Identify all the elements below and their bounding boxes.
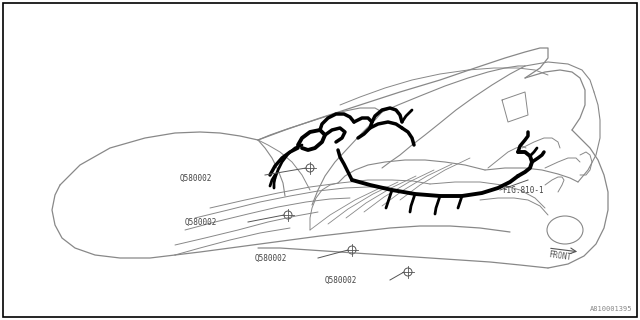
Text: Q580002: Q580002 (325, 276, 357, 284)
Text: FIG.810-1: FIG.810-1 (502, 186, 543, 195)
Text: FRONT: FRONT (548, 250, 572, 262)
Text: A810001395: A810001395 (589, 306, 632, 312)
Text: Q580002: Q580002 (180, 173, 212, 182)
Text: Q580002: Q580002 (185, 218, 218, 227)
Text: Q580002: Q580002 (255, 253, 287, 262)
